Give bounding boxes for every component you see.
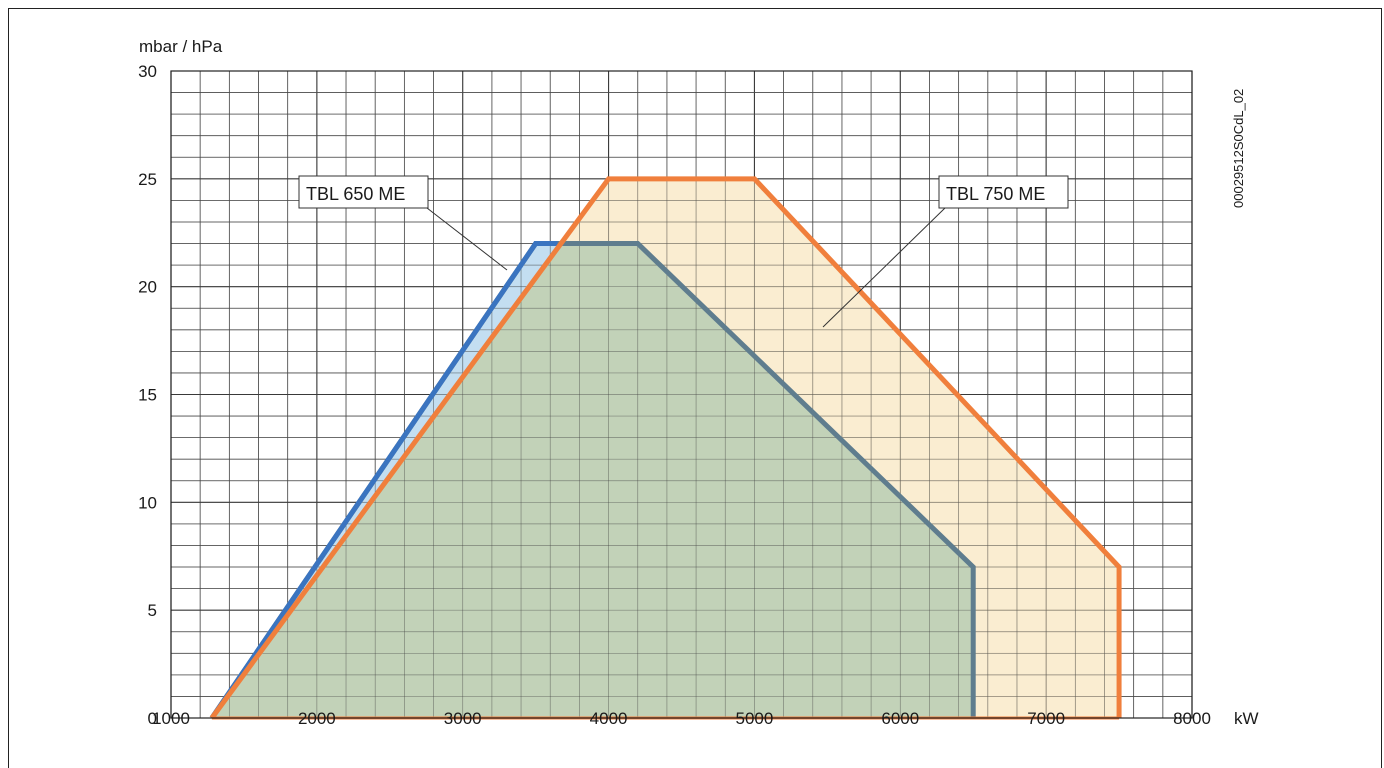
callout-text-750: TBL 750 ME (946, 184, 1045, 204)
x-tick-label: 3000 (444, 709, 482, 728)
areas (170, 70, 1193, 720)
callout-leader-650 (426, 207, 508, 271)
outline-tbl-750 (209, 176, 1122, 720)
x-tick-label: 7000 (1027, 709, 1065, 728)
x-tick-label: 5000 (736, 709, 774, 728)
x-tick-label: 2000 (298, 709, 336, 728)
x-tick-label: 1000 (152, 709, 190, 728)
y-tick-label: 5 (148, 601, 157, 620)
y-tick-label: 25 (138, 170, 157, 189)
chart-frame (8, 8, 1382, 768)
y-tick-label: 30 (138, 62, 157, 81)
x-tick-label: 6000 (881, 709, 919, 728)
y-tick-label: 15 (138, 386, 157, 405)
series-label-tbl-750: TBL 750 ME (822, 175, 1069, 328)
x-tick-label: 4000 (590, 709, 628, 728)
y-tick-label: 10 (138, 493, 157, 512)
y-tick-label: 20 (138, 278, 157, 297)
drawing-code: 00029512S0CdL_02 (1231, 89, 1246, 208)
x-tick-label: 8000 (1173, 709, 1211, 728)
callout-leader-750 (822, 207, 946, 328)
axes: 1000 2000 3000 4000 5000 6000 7000 8000 0 5 10 15 20… (138, 62, 1211, 728)
callout-box-750 (938, 175, 1069, 209)
y-axis-label: mbar / hPa (139, 37, 223, 56)
callout-text-650: TBL 650 ME (306, 184, 405, 204)
y-tick-label: 0 (148, 709, 157, 728)
x-axis-unit: kW (1234, 709, 1259, 728)
outline-tbl-650-left-edge (209, 241, 558, 720)
series-label-tbl-650: TBL 650 ME (298, 175, 508, 271)
plot-border (170, 70, 1193, 719)
callout-box-650 (298, 175, 429, 209)
